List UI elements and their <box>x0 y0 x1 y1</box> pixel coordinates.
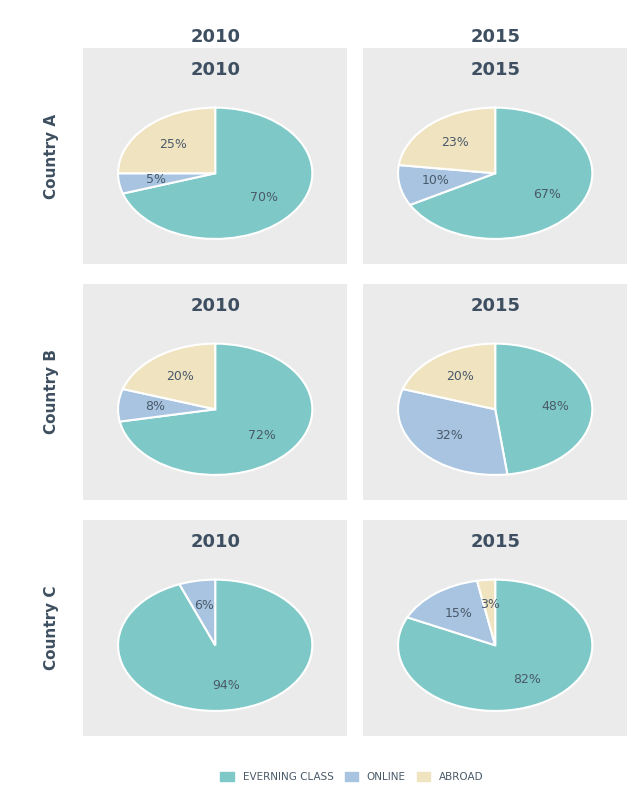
Wedge shape <box>118 389 215 422</box>
Text: 20%: 20% <box>166 370 194 383</box>
Text: 15%: 15% <box>444 606 472 620</box>
Text: 32%: 32% <box>435 429 463 442</box>
Text: 2015: 2015 <box>470 533 520 551</box>
Text: 25%: 25% <box>159 138 186 151</box>
Wedge shape <box>123 344 215 410</box>
Wedge shape <box>403 344 495 410</box>
Text: 5%: 5% <box>146 173 166 186</box>
Text: 2015: 2015 <box>470 297 520 315</box>
Text: 2015: 2015 <box>470 61 520 79</box>
Text: 2010: 2010 <box>190 61 240 79</box>
Text: 20%: 20% <box>446 370 474 383</box>
Text: 23%: 23% <box>442 136 469 150</box>
Wedge shape <box>398 389 508 475</box>
Text: 94%: 94% <box>212 678 241 692</box>
Text: Country B: Country B <box>44 350 59 434</box>
Wedge shape <box>118 580 312 711</box>
Wedge shape <box>179 580 215 646</box>
Text: Country C: Country C <box>44 586 59 670</box>
Text: 3%: 3% <box>479 598 499 611</box>
Text: 70%: 70% <box>250 190 278 204</box>
Wedge shape <box>495 344 593 474</box>
Legend: EVERNING CLASS, ONLINE, ABROAD: EVERNING CLASS, ONLINE, ABROAD <box>216 767 488 786</box>
Text: 2010: 2010 <box>190 28 240 46</box>
Wedge shape <box>399 108 495 174</box>
Wedge shape <box>398 165 495 205</box>
Text: 48%: 48% <box>541 400 569 414</box>
Wedge shape <box>118 108 215 174</box>
Text: 72%: 72% <box>248 429 276 442</box>
Text: 82%: 82% <box>513 673 541 686</box>
Wedge shape <box>123 108 312 239</box>
Wedge shape <box>477 580 495 646</box>
Text: 10%: 10% <box>422 174 450 187</box>
Wedge shape <box>118 174 215 194</box>
Wedge shape <box>398 580 593 711</box>
Wedge shape <box>120 344 312 475</box>
Wedge shape <box>410 108 593 239</box>
Text: 2010: 2010 <box>190 297 240 315</box>
Text: 2015: 2015 <box>470 28 520 46</box>
Wedge shape <box>407 581 495 646</box>
Text: 67%: 67% <box>533 187 561 201</box>
Text: 8%: 8% <box>145 400 165 414</box>
Text: 2010: 2010 <box>190 533 240 551</box>
Text: 6%: 6% <box>194 598 214 612</box>
Text: Country A: Country A <box>44 114 59 198</box>
